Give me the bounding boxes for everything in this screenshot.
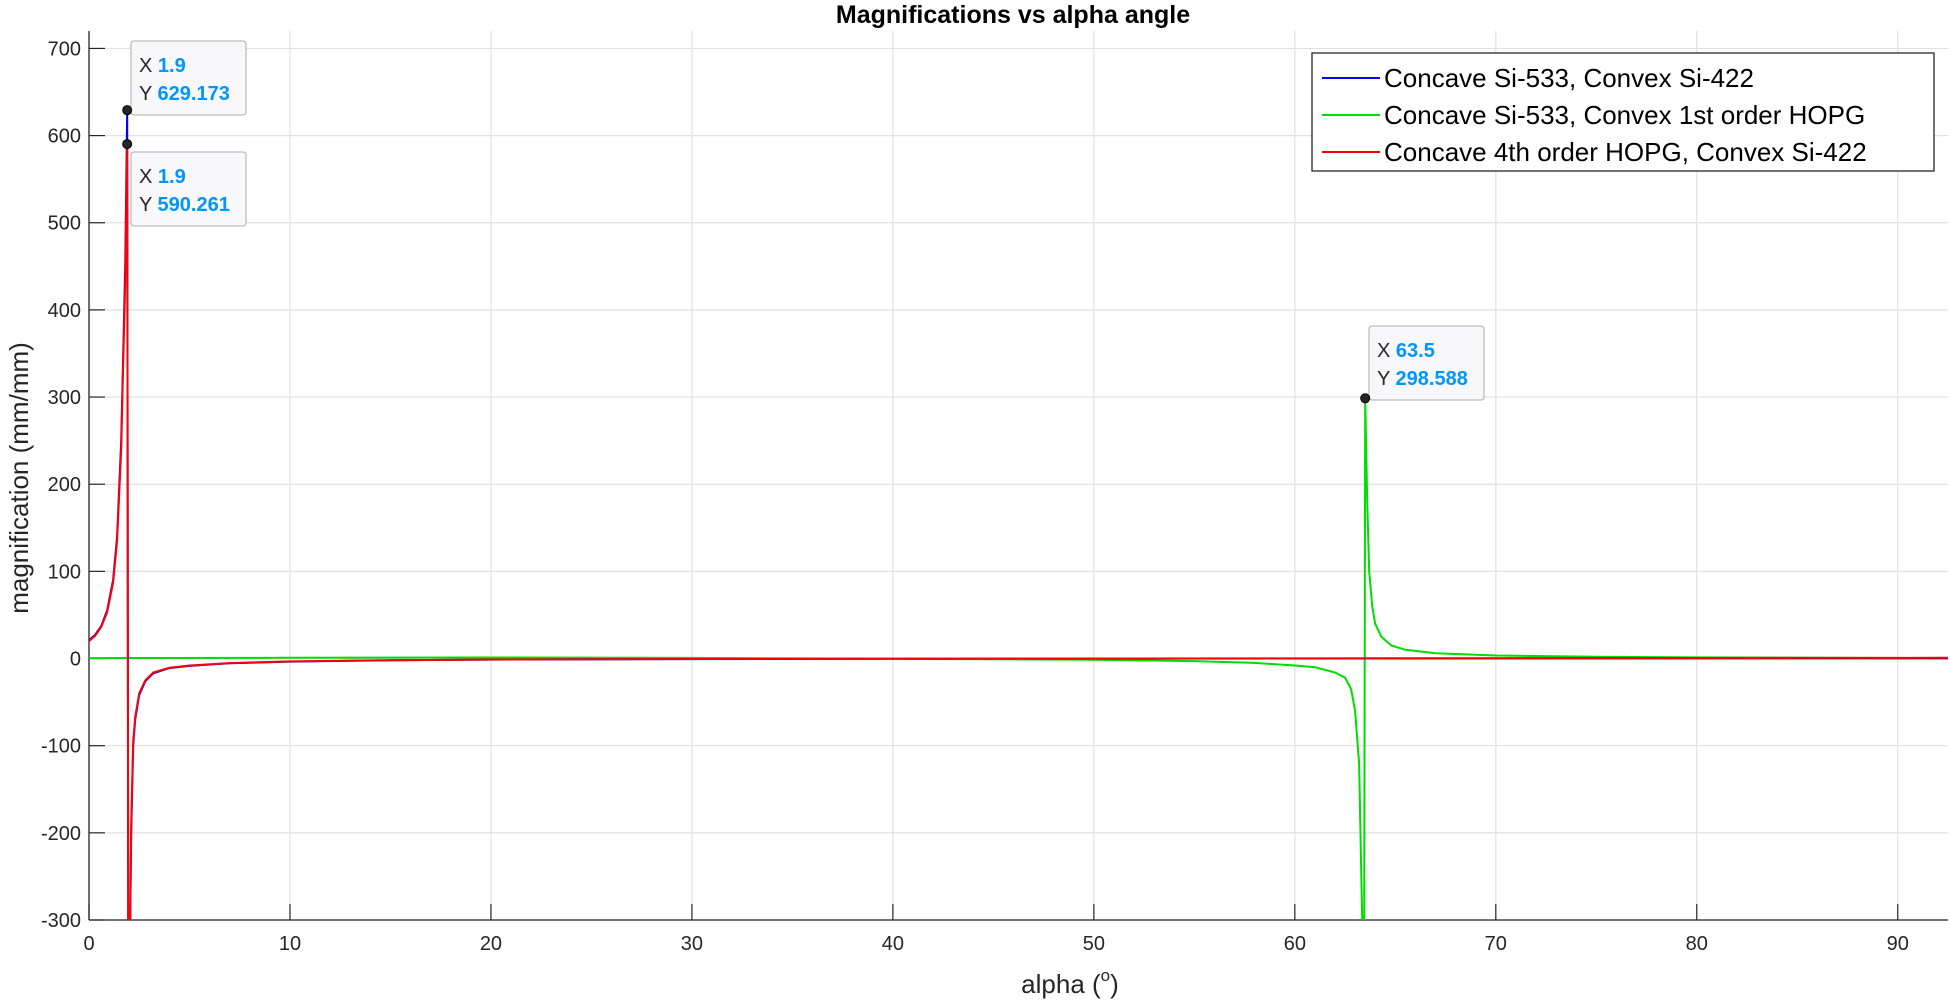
datatip[interactable]: X 1.9Y 590.261 (122, 139, 247, 227)
x-tick-label: 80 (1686, 933, 1708, 955)
chart-title: Magnifications vs alpha angle (836, 1, 1190, 29)
x-tick-label: 40 (882, 933, 904, 955)
y-tick-label: 500 (48, 213, 81, 235)
legend-entry: Concave Si-533, Convex 1st order HOPG (1384, 100, 1865, 130)
y-tick-label: 0 (70, 649, 81, 671)
x-axis-label-superscript: o (1101, 966, 1110, 985)
datatip-y-value: 590.261 (158, 194, 230, 216)
datatip-x-label: X (1377, 340, 1396, 362)
datatip-marker (1360, 393, 1371, 404)
y-tick-label: 100 (48, 561, 81, 583)
datatip-x-value: 63.5 (1396, 340, 1435, 362)
series-lines (89, 109, 1948, 920)
datatip[interactable]: X 63.5Y 298.588 (1360, 325, 1485, 404)
x-tick-label: 0 (83, 933, 94, 955)
datatip-box (1368, 325, 1485, 401)
y-tick-label: 400 (48, 300, 81, 322)
y-axis-label: magnification (mm/mm) (4, 342, 34, 614)
datatip-x-row: X 1.9 (139, 55, 186, 77)
datatip-box (130, 151, 247, 227)
y-tick-label: -200 (41, 823, 81, 845)
datatip-y-row: Y 298.588 (1377, 368, 1468, 390)
datatip-y-value: 298.588 (1396, 368, 1468, 390)
x-tick-label: 20 (480, 933, 502, 955)
datatip-y-row: Y 590.261 (139, 194, 230, 216)
datatip-x-value: 1.9 (158, 166, 186, 188)
x-axis-label-main: alpha ( (1021, 969, 1101, 999)
x-tick-label: 90 (1887, 933, 1909, 955)
y-tick-label: 700 (48, 38, 81, 60)
datatip-marker (122, 105, 133, 116)
datatip-y-label: Y (139, 194, 158, 216)
y-tick-label: 600 (48, 126, 81, 148)
y-tick-label: 200 (48, 474, 81, 496)
y-tick-label: 300 (48, 387, 81, 409)
datatip-y-label: Y (1377, 368, 1396, 390)
x-tick-label: 30 (681, 933, 703, 955)
x-tick-label: 50 (1083, 933, 1105, 955)
x-axis-label: alpha (o) (1021, 966, 1119, 999)
x-axis-label-suffix: ) (1110, 969, 1119, 999)
datatip-y-label: Y (139, 83, 158, 105)
datatip-y-row: Y 629.173 (139, 83, 230, 105)
datatip-marker (122, 139, 133, 150)
x-tick-label: 10 (279, 933, 301, 955)
datatip-box (130, 40, 247, 116)
y-tick-label: -100 (41, 736, 81, 758)
y-axis-label-text: magnification (mm/mm) (4, 342, 34, 614)
datatip-x-row: X 63.5 (1377, 340, 1435, 362)
x-tick-label: 70 (1485, 933, 1507, 955)
datatip-x-row: X 1.9 (139, 166, 186, 188)
datatip-x-label: X (139, 166, 158, 188)
series-line-concave-4th-order-hopg-convex-si-422 (89, 143, 1948, 920)
datatip-x-label: X (139, 55, 158, 77)
y-tick-label: -300 (41, 910, 81, 932)
legend-entry: Concave 4th order HOPG, Convex Si-422 (1384, 137, 1867, 167)
datatip-y-value: 629.173 (158, 83, 230, 105)
datatip-x-value: 1.9 (158, 55, 186, 77)
datatip[interactable]: X 1.9Y 629.173 (122, 40, 247, 116)
series-line-concave-si-533-convex-1st-order-hopg (89, 397, 1948, 920)
legend-box (1311, 52, 1935, 172)
legend-entry: Concave Si-533, Convex Si-422 (1384, 63, 1754, 93)
legend: Concave Si-533, Convex Si-422 Concave Si-… (1311, 52, 1935, 172)
x-tick-label: 60 (1284, 933, 1306, 955)
